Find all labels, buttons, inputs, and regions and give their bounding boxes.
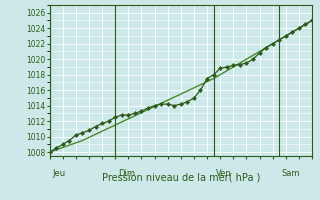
Text: Dim: Dim (118, 168, 135, 178)
Text: Jeu: Jeu (52, 168, 66, 178)
X-axis label: Pression niveau de la mer( hPa ): Pression niveau de la mer( hPa ) (102, 173, 260, 183)
Text: Sam: Sam (282, 168, 300, 178)
Text: Ven: Ven (216, 168, 232, 178)
